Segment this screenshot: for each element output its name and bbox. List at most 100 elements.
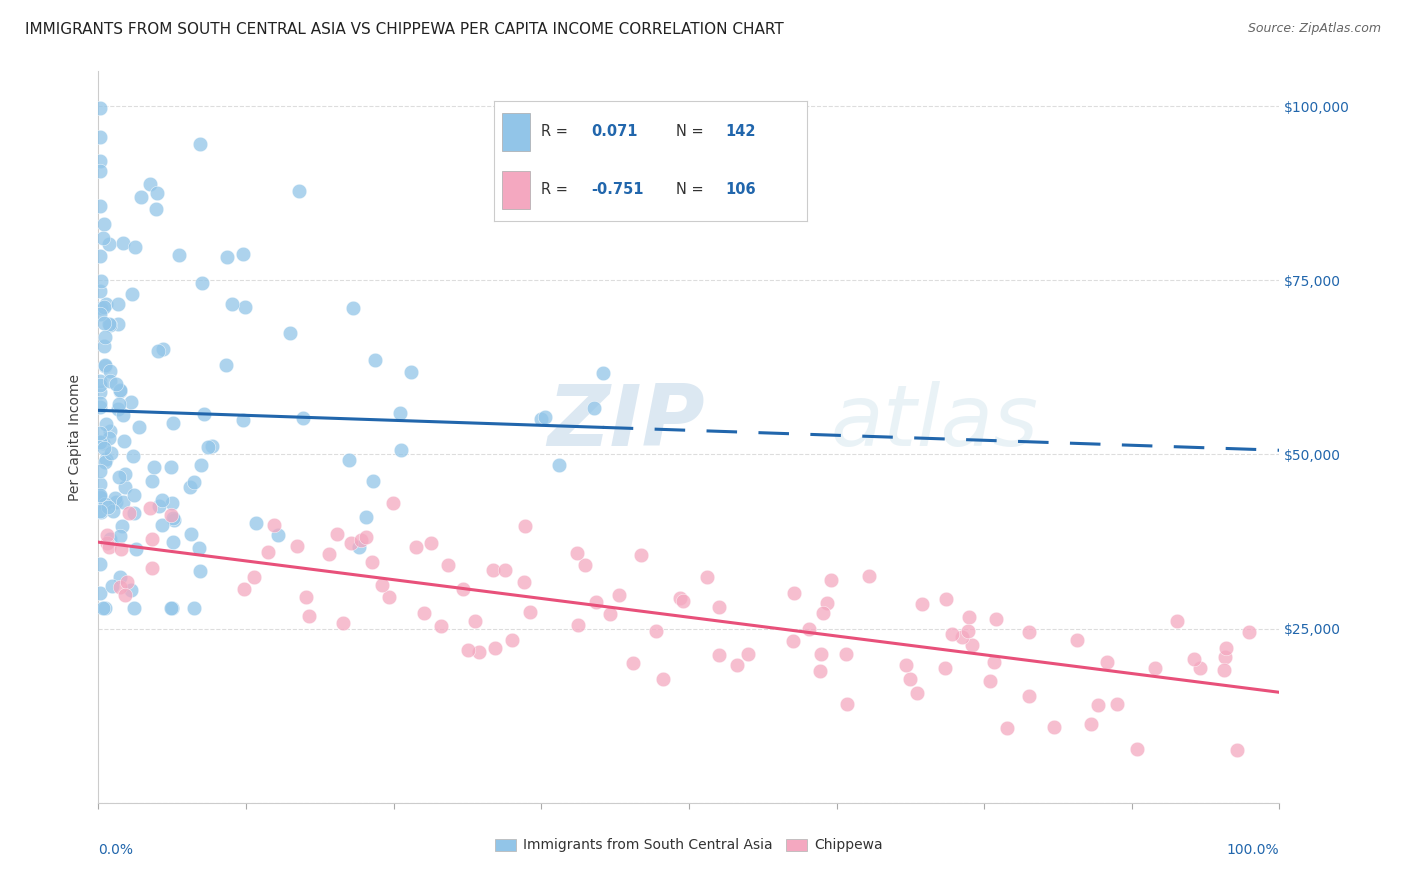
Point: [291, 411, 314, 425]
Point: [100, 446, 122, 460]
Point: [145, 202, 167, 217]
Point: [285, 539, 308, 553]
Point: [257, 545, 280, 559]
Point: [295, 590, 318, 604]
Point: [159, 460, 181, 475]
Point: [332, 616, 354, 631]
Point: [652, 672, 675, 686]
Point: [979, 673, 1001, 688]
Point: [725, 657, 748, 672]
Point: [501, 632, 523, 647]
Point: [621, 656, 644, 670]
Point: [89, 374, 111, 388]
Point: [347, 540, 370, 554]
Point: [221, 296, 243, 310]
Point: [820, 574, 842, 588]
Point: [233, 582, 256, 596]
Point: [162, 496, 184, 510]
Point: [90, 435, 112, 450]
Point: [128, 419, 150, 434]
Point: [141, 474, 163, 488]
Point: [232, 413, 254, 427]
Point: [941, 627, 963, 641]
Point: [215, 250, 238, 264]
Point: [263, 517, 285, 532]
Point: [114, 480, 136, 494]
Point: [89, 395, 111, 409]
Point: [233, 300, 256, 314]
Point: [894, 657, 917, 672]
Point: [592, 367, 614, 381]
Point: [162, 511, 184, 525]
Point: [163, 513, 186, 527]
Point: [98, 424, 121, 438]
Point: [339, 536, 361, 550]
Point: [89, 384, 111, 399]
Point: [630, 548, 652, 562]
Point: [122, 506, 145, 520]
Point: [90, 274, 112, 288]
Point: [298, 608, 321, 623]
Point: [150, 492, 173, 507]
Point: [94, 455, 117, 469]
Point: [89, 464, 111, 478]
Point: [513, 575, 536, 590]
Point: [89, 129, 111, 144]
Point: [565, 546, 588, 560]
Point: [1126, 741, 1149, 756]
Point: [183, 475, 205, 490]
Point: [141, 533, 163, 547]
Point: [905, 686, 928, 700]
Point: [389, 406, 412, 420]
Point: [782, 634, 804, 648]
Point: [90, 505, 112, 519]
Point: [468, 644, 491, 658]
Point: [108, 396, 131, 410]
Point: [1107, 697, 1129, 711]
Point: [201, 439, 224, 453]
Point: [1066, 633, 1088, 648]
Point: [98, 431, 121, 445]
Point: [548, 458, 571, 472]
Point: [89, 476, 111, 491]
Point: [188, 136, 211, 151]
Point: [187, 541, 209, 556]
Point: [97, 500, 120, 514]
Point: [215, 359, 238, 373]
Point: [111, 236, 134, 251]
Y-axis label: Per Capita Income: Per Capita Income: [69, 374, 83, 500]
Text: 0.0%: 0.0%: [98, 843, 134, 857]
Point: [104, 495, 127, 509]
Point: [935, 591, 957, 606]
Point: [288, 184, 311, 198]
Point: [91, 436, 114, 450]
Point: [139, 500, 162, 515]
Point: [110, 528, 132, 542]
Point: [190, 458, 212, 472]
Point: [783, 586, 806, 600]
Point: [533, 410, 555, 425]
Point: [1226, 743, 1249, 757]
Point: [89, 491, 111, 505]
Point: [93, 317, 115, 331]
Point: [232, 247, 254, 261]
Point: [89, 487, 111, 501]
Point: [89, 285, 111, 299]
Point: [278, 326, 301, 340]
Point: [93, 300, 115, 314]
Point: [139, 177, 162, 191]
Point: [107, 402, 129, 417]
Point: [437, 558, 460, 572]
Point: [457, 643, 479, 657]
Point: [583, 401, 606, 415]
Point: [108, 384, 131, 398]
Point: [671, 594, 693, 608]
Point: [89, 154, 111, 169]
Point: [1212, 663, 1234, 677]
Point: [112, 434, 135, 448]
Point: [162, 417, 184, 431]
Point: [707, 600, 730, 615]
Point: [1239, 625, 1261, 640]
Point: [193, 407, 215, 421]
Point: [89, 164, 111, 178]
